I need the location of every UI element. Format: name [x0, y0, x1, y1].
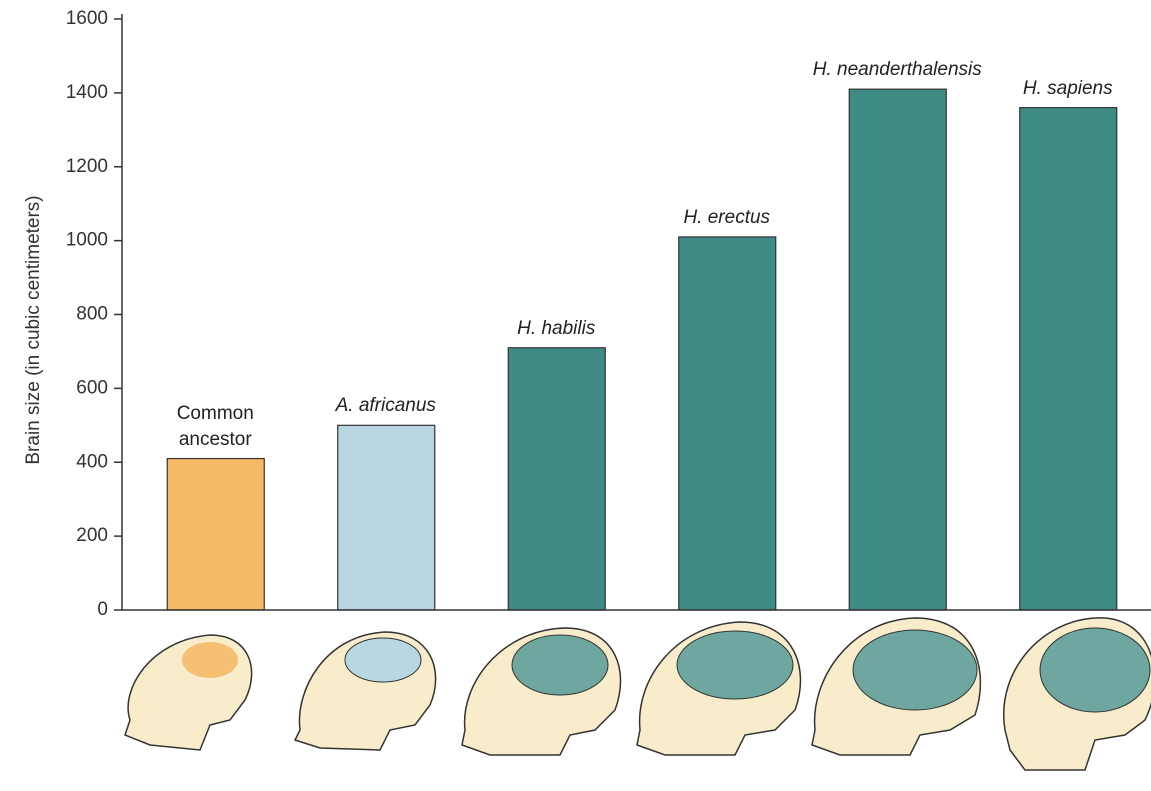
y-tick-label: 1000 [66, 230, 108, 251]
category-label: H. sapiens [1022, 77, 1113, 99]
y-tick-label: 200 [76, 525, 108, 546]
skull-illustrations [124, 617, 1151, 771]
bar [1019, 107, 1118, 611]
bar [678, 236, 777, 611]
bar [848, 88, 947, 611]
bar [337, 424, 436, 611]
category-label: H. erectus [683, 206, 771, 228]
category-label: Common ancestor [176, 402, 254, 450]
bar [166, 457, 265, 611]
y-tick-label: 1400 [66, 82, 108, 103]
y-tick-label: 600 [76, 377, 108, 398]
category-label: H. neanderthalensis [812, 59, 982, 81]
y-axis-label: Brain size (in cubic centimeters) [23, 195, 44, 464]
category-label: A. africanus [335, 395, 436, 417]
y-tick-label: 0 [97, 599, 108, 620]
y-tick-label: 1200 [66, 156, 108, 177]
y-tick-label: 400 [76, 451, 108, 472]
y-tick-label: 800 [76, 304, 108, 325]
y-tick-label: 1600 [66, 8, 108, 29]
category-label: H. habilis [517, 317, 596, 339]
bar [507, 347, 606, 611]
